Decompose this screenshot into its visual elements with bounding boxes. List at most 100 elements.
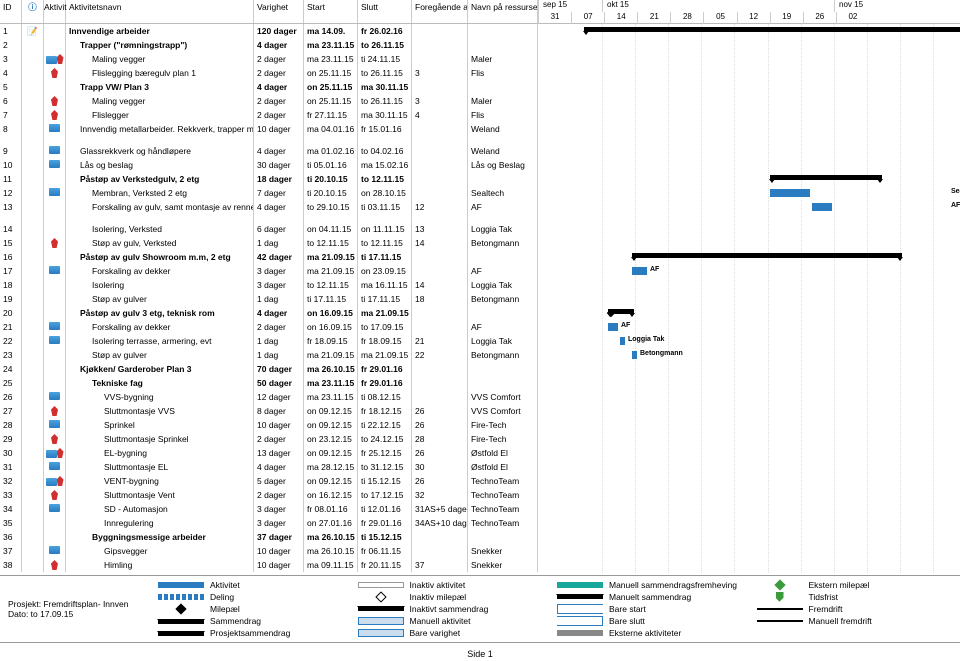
legend-item [757, 628, 953, 639]
task-bar[interactable]: AF [632, 267, 647, 275]
cell-info [22, 404, 44, 418]
cell-start: on 04.11.15 [304, 222, 358, 236]
cell-info [22, 390, 44, 404]
cell-dur: 5 dager [254, 474, 304, 488]
cell-indicator [44, 158, 66, 172]
cell-dur: 6 dager [254, 222, 304, 236]
cell-pred [412, 158, 468, 172]
cell-dur: 2 dager [254, 432, 304, 446]
cell-res: Lås og Beslag [468, 158, 538, 172]
cell-pred [412, 38, 468, 52]
cell-name: Glassrekkverk og håndløpere [66, 144, 254, 158]
cell-res: TechnoTeam [468, 502, 538, 516]
legend-item: Ekstern milepæl [757, 579, 953, 590]
task-bar[interactable]: Loggia Tak [620, 337, 625, 345]
cell-name: Påstøp av Verkstedgulv, 2 etg [66, 172, 254, 186]
cell-start: on 16.09.15 [304, 320, 358, 334]
cell-start: ti 20.10.15 [304, 172, 358, 186]
legend-item: Eksterne aktiviteter [557, 628, 753, 639]
summary-bar[interactable] [584, 27, 960, 32]
cell-info [22, 334, 44, 348]
cell-id: 10 [0, 158, 22, 172]
cell-dur: 18 dager [254, 172, 304, 186]
cell-indicator [44, 488, 66, 502]
cell-id: 9 [0, 144, 22, 158]
cell-start: ma 23.11.15 [304, 390, 358, 404]
cell-end: fr 20.11.15 [358, 558, 412, 572]
cell-id: 5 [0, 80, 22, 94]
cell-pred [412, 306, 468, 320]
cell-info [22, 418, 44, 432]
project-date: Dato: to 17.09.15 [8, 609, 158, 619]
gantt-chart: SealtechAFAFAFLoggia TakBetongmann [538, 24, 960, 573]
task-bar[interactable]: AF [608, 323, 618, 331]
cell-id: 26 [0, 390, 22, 404]
cell-info [22, 488, 44, 502]
day-label: 28 [670, 12, 703, 24]
cell-end: fr 29.01.16 [358, 362, 412, 376]
cell-name: Isolering [66, 278, 254, 292]
cell-name: VENT-bygning [66, 474, 254, 488]
cell-info [22, 502, 44, 516]
cell-info [22, 158, 44, 172]
cell-end: fr 29.01.16 [358, 376, 412, 390]
cell-start: ti 17.11.15 [304, 292, 358, 306]
legend-item: Manuell sammendragsfremheving [557, 579, 753, 590]
legend-item: Manuelt sammendrag [557, 591, 753, 602]
cell-dur: 2 dager [254, 52, 304, 66]
summary-bar[interactable] [632, 253, 902, 258]
cell-res: Snekker [468, 558, 538, 572]
cell-dur: 2 dager [254, 108, 304, 122]
task-bar[interactable]: Sealtech [770, 189, 810, 197]
cell-name: Sluttmontasje VVS [66, 404, 254, 418]
cell-pred: 18 [412, 292, 468, 306]
cell-indicator [44, 24, 66, 38]
legend-item: Bare varighet [358, 628, 554, 639]
cell-end: fr 18.09.15 [358, 334, 412, 348]
summary-bar[interactable] [770, 175, 882, 180]
cell-end: fr 18.12.15 [358, 404, 412, 418]
cell-start: to 12.11.15 [304, 278, 358, 292]
cell-dur: 7 dager [254, 186, 304, 200]
cell-info [22, 222, 44, 236]
cell-info [22, 376, 44, 390]
cell-start: on 09.12.15 [304, 446, 358, 460]
cell-id: 27 [0, 404, 22, 418]
cell-start: to 29.10.15 [304, 200, 358, 222]
legend-item: Sammendrag [158, 616, 354, 627]
cell-res: AF [468, 200, 538, 222]
cell-end: to 26.11.15 [358, 66, 412, 80]
cell-name: Innregulering [66, 516, 254, 530]
day-label: 19 [770, 12, 803, 24]
task-bar[interactable]: AF [812, 203, 832, 211]
cell-name: Forskaling av dekker [66, 320, 254, 334]
task-bar[interactable]: Betongmann [632, 351, 637, 359]
cell-indicator [44, 544, 66, 558]
cell-name: Innvendig metallarbeider. Rekkverk, trap… [66, 122, 254, 144]
cell-info [22, 200, 44, 222]
hdr-indicator: Aktivit [44, 0, 66, 23]
cell-end: on 28.10.15 [358, 186, 412, 200]
cell-indicator [44, 516, 66, 530]
cell-info [22, 38, 44, 52]
cell-pred: 14 [412, 278, 468, 292]
cell-indicator [44, 122, 66, 144]
cell-res: Flis [468, 66, 538, 80]
cell-name: Flislegger [66, 108, 254, 122]
cell-start: ma 26.10.15 [304, 362, 358, 376]
cell-res: VVS Comfort [468, 404, 538, 418]
cell-pred [412, 52, 468, 66]
cell-res [468, 250, 538, 264]
cell-pred [412, 80, 468, 94]
cell-id: 34 [0, 502, 22, 516]
cell-indicator [44, 80, 66, 94]
cell-end: ma 15.02.16 [358, 158, 412, 172]
cell-end: ti 17.11.15 [358, 250, 412, 264]
cell-name: Himling [66, 558, 254, 572]
cell-indicator [44, 222, 66, 236]
day-label: 14 [604, 12, 637, 24]
cell-pred [412, 376, 468, 390]
cell-name: Gipsvegger [66, 544, 254, 558]
cell-pred: 4 [412, 108, 468, 122]
cell-end: ti 15.12.15 [358, 530, 412, 544]
